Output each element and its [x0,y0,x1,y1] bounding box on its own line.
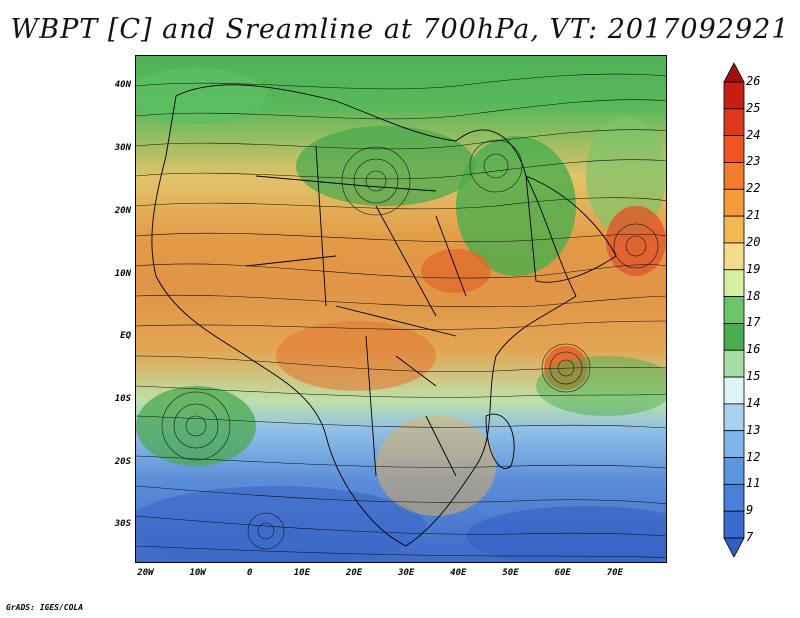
temperature-shading [136,68,666,562]
colorbar-top-triangle [723,62,745,83]
colorbar-swatch [723,483,745,512]
colorbar-level-label: 21 [746,208,761,223]
colorbar-bar [723,62,745,558]
colorbar-swatch [723,349,745,378]
colorbar-swatch [723,242,745,271]
colorbar-swatch [723,323,745,351]
colorbar-swatch [723,81,745,110]
software-credit: GrADS: IGES/COLA [6,603,84,612]
longitude-label: 10W [189,568,206,578]
colorbar-swatch [723,269,745,297]
colorbar-level-label: 17 [746,315,761,330]
colorbar-level-label: 22 [746,181,761,196]
colorbar-swatch [723,162,745,190]
colorbar-level-label: 11 [746,476,761,491]
colorbar-level-label: 26 [746,74,761,88]
colorbar-level-label: 7 [746,530,754,544]
latitude-label: 40N [114,80,131,91]
longitude-label: 70E [606,568,623,578]
colorbar-level-label: 13 [746,422,761,437]
longitude-label: 20W [137,568,154,578]
colorbar [722,62,746,558]
colorbar-level-label: 9 [746,503,754,518]
colorbar-level-label: 12 [746,449,761,464]
map-canvas [136,68,666,562]
colorbar-level-label: 14 [746,395,761,410]
colorbar-level-label: 23 [746,154,761,169]
latitude-label: 20S [114,456,131,467]
colorbar-swatch [723,188,745,217]
colorbar-level-label: 24 [746,127,761,142]
colorbar-swatch [723,403,745,432]
colorbar-swatch [723,457,745,485]
latitude-label: 10S [114,393,131,404]
longitude-label: 0 [247,568,253,578]
longitude-label: 40E [450,568,467,578]
colorbar-level-label: 15 [746,369,761,384]
colorbar-level-label: 20 [746,234,761,249]
latitude-label: 10N [114,268,131,279]
colorbar-swatch [723,135,745,163]
latitude-label: 30N [114,143,131,154]
colorbar-swatch [723,376,745,405]
longitude-label: 10E [293,568,311,578]
longitude-label: 20E [345,568,363,578]
colorbar-swatch [723,108,745,137]
longitude-label: 60E [554,568,571,578]
latitude-label: 20N [114,205,131,216]
colorbar-level-label: 19 [746,261,761,276]
colorbar-swatch [723,510,745,539]
colorbar-level-label: 16 [746,342,761,357]
map-title: WBPT [C] and Sreamline at 700hPa, VT: 20… [10,14,790,45]
colorbar-level-label: 18 [746,288,761,303]
colorbar-swatch [723,430,745,458]
longitude-label: 30E [398,568,415,578]
wbpt-streamline-map [135,55,667,563]
streamlines [136,73,666,559]
colorbar-swatch [723,215,745,244]
colorbar-swatch [723,296,745,324]
colorbar-level-label: 25 [746,100,761,115]
colorbar-bottom-triangle [723,537,745,558]
latitude-label: 30S [114,519,131,530]
longitude-label: 50E [502,568,519,578]
latitude-label: EQ [120,331,131,342]
